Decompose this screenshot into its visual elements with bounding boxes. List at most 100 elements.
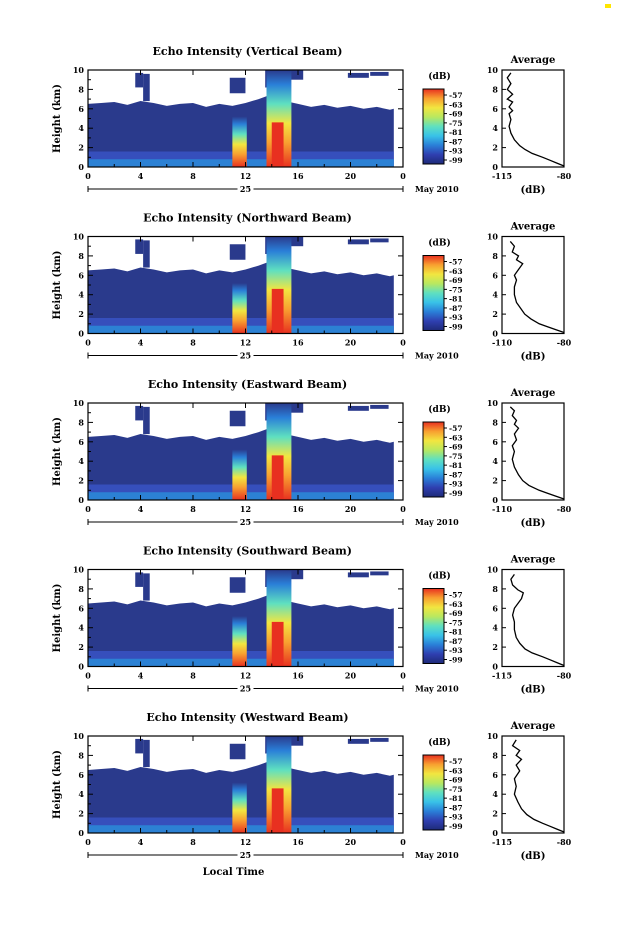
echo-patch xyxy=(370,238,389,243)
average-frame xyxy=(501,402,565,501)
y-axis-label: Height (km) xyxy=(52,84,63,153)
colorbar-tick-label: -93 xyxy=(449,313,463,322)
x-tick-label: 0 xyxy=(85,837,91,847)
date-month-year: May 2010 xyxy=(415,850,459,860)
avg-y-tick-label: 10 xyxy=(487,565,499,575)
x-tick-label: 4 xyxy=(138,837,144,847)
colorbar-tick-label: -57 xyxy=(449,757,463,766)
echo-patch xyxy=(347,239,369,245)
x-tick-label: 0 xyxy=(85,338,91,348)
x-tick-label: 20 xyxy=(345,671,357,681)
echo-patch xyxy=(135,72,144,88)
y-axis-label: Height (km) xyxy=(52,750,63,819)
colorbar-tick-label: -81 xyxy=(449,628,463,637)
y-tick-label: 10 xyxy=(73,232,85,242)
colorbar-tick-label: -99 xyxy=(449,156,463,165)
avg-x-tick-label: -80 xyxy=(557,671,572,681)
echo-patch xyxy=(229,743,246,760)
date-day: 25 xyxy=(240,684,251,694)
avg-y-tick-label: 10 xyxy=(487,65,499,75)
y-tick-label: 6 xyxy=(78,770,84,780)
colorbar-tick-label: -81 xyxy=(449,461,463,470)
y-tick-label: 4 xyxy=(78,789,84,799)
avg-y-tick-label: 6 xyxy=(492,437,498,447)
colorbar-tick-label: -99 xyxy=(449,656,463,665)
average-profile: Average 0 2 4 6 8 10 -115 -80 (dB) xyxy=(487,721,572,862)
panel-title: Echo Intensity (Eastward Beam) xyxy=(148,378,347,391)
echo-patch xyxy=(135,572,144,587)
y-tick-label: 8 xyxy=(78,251,84,261)
colorbar-tick-label: -93 xyxy=(449,147,463,156)
y-tick-label: 6 xyxy=(78,603,84,613)
colorbar xyxy=(422,88,445,165)
date-day: 25 xyxy=(240,184,251,194)
avg-y-tick-label: 10 xyxy=(487,398,499,408)
date-day-bg xyxy=(237,184,254,193)
x-tick-label: 0 xyxy=(85,504,91,514)
x-tick-label: 0 xyxy=(400,837,406,847)
colorbar-unit: (dB) xyxy=(428,571,450,582)
panel-0: Echo Intensity (Vertical Beam) 0 2 4 6 8 10 Hei… xyxy=(52,45,572,196)
date-day-bg xyxy=(237,683,254,693)
echo-patch xyxy=(287,236,304,247)
average-frame xyxy=(501,235,565,335)
y-tick-label: 6 xyxy=(78,437,84,447)
y-tick-label: 2 xyxy=(78,642,84,652)
avg-x-tick-label: -80 xyxy=(557,338,572,348)
colorbar-tick-label: -75 xyxy=(449,785,463,794)
avg-y-tick-label: 6 xyxy=(492,270,498,280)
date-month-year: May 2010 xyxy=(415,684,459,694)
colorbar-tick-label: -57 xyxy=(449,91,463,100)
average-frame xyxy=(501,69,565,168)
date-day: 25 xyxy=(240,351,251,361)
colorbar-tick-label: -69 xyxy=(449,276,463,285)
y-tick-label: 10 xyxy=(73,565,85,575)
average-title: Average xyxy=(510,388,556,399)
avg-y-tick-label: 0 xyxy=(492,828,498,838)
y-axis-label: Height (km) xyxy=(52,251,63,320)
average-title: Average xyxy=(510,55,556,66)
avg-y-tick-label: 10 xyxy=(487,232,499,242)
convective-cell-1 xyxy=(232,283,247,334)
colorbar-tick-label: -99 xyxy=(449,489,463,498)
convective-cell-1 xyxy=(232,782,247,833)
date-day-bg xyxy=(237,850,254,859)
convective-core xyxy=(271,288,284,334)
avg-y-tick-label: 4 xyxy=(492,456,498,466)
convective-core xyxy=(271,788,284,833)
avg-y-tick-label: 8 xyxy=(492,584,498,594)
x-tick-label: 20 xyxy=(345,338,357,348)
y-tick-label: 0 xyxy=(78,329,84,339)
average-profile: Average 0 2 4 6 8 10 -110 -80 (dB) xyxy=(487,222,572,363)
echo-patch xyxy=(135,239,144,254)
date-day: 25 xyxy=(240,850,251,860)
corner-marker xyxy=(605,4,611,8)
colorbar-tick-label: -69 xyxy=(449,110,463,119)
y-axis-label: Height (km) xyxy=(52,417,63,486)
colorbar-tick-label: -87 xyxy=(449,637,463,646)
colorbar-unit: (dB) xyxy=(428,238,450,249)
average-profile: Average 0 2 4 6 8 10 -115 -80 (dB) xyxy=(487,555,572,696)
colorbar-tick-label: -57 xyxy=(449,591,463,600)
echo-patch xyxy=(347,738,369,744)
date-month-year: May 2010 xyxy=(415,517,459,527)
echo-patch xyxy=(229,577,246,593)
x-tick-label: 0 xyxy=(85,671,91,681)
avg-y-tick-label: 0 xyxy=(492,329,498,339)
echo-patch xyxy=(229,77,246,94)
echo-patch xyxy=(135,738,144,754)
x-tick-label: 12 xyxy=(240,671,251,681)
y-tick-label: 2 xyxy=(78,809,84,819)
x-tick-label: 4 xyxy=(138,671,144,681)
average-xlabel: (dB) xyxy=(521,851,546,862)
avg-x-tick-label: -80 xyxy=(557,837,572,847)
y-tick-label: 4 xyxy=(78,623,84,633)
average-frame xyxy=(501,735,565,834)
average-title: Average xyxy=(510,555,556,566)
colorbar-tick-label: -75 xyxy=(449,285,463,294)
y-tick-label: 4 xyxy=(78,456,84,466)
colorbar-tick-label: -93 xyxy=(449,646,463,655)
y-axis-label: Height (km) xyxy=(52,584,63,653)
convective-core xyxy=(271,122,284,167)
colorbar-tick-label: -63 xyxy=(449,433,463,442)
